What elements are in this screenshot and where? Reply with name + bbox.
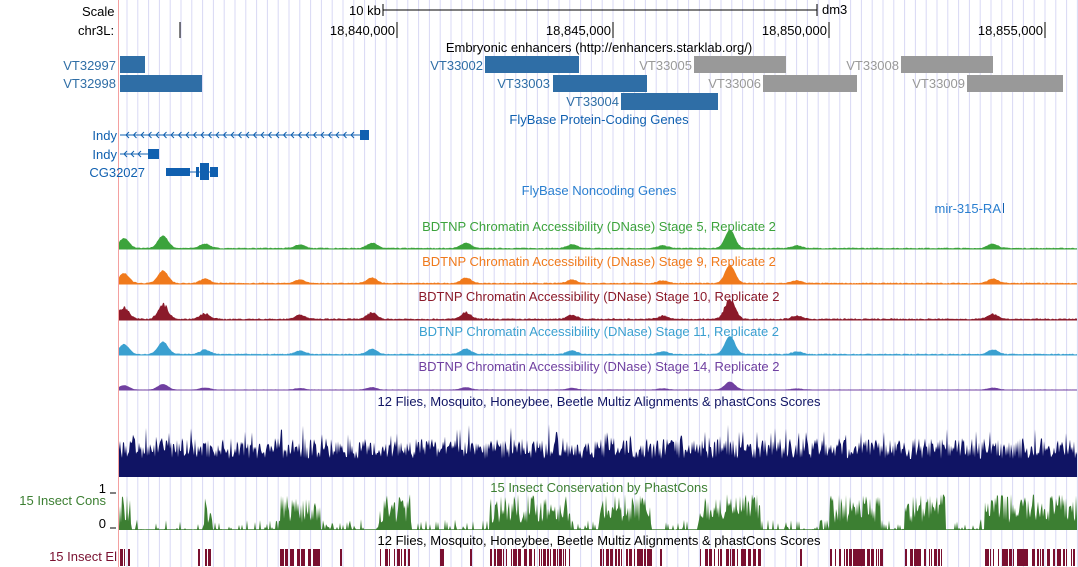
dnase-signal-1 <box>119 265 1077 285</box>
left-edge-line <box>118 0 119 567</box>
multiz-signal <box>119 424 1077 477</box>
track-title-enhancers[interactable]: Embryonic enhancers (http://enhancers.st… <box>445 40 753 55</box>
enhancer-label-vt33002[interactable]: VT33002 <box>430 58 483 73</box>
enhancer-box-vt33003 <box>553 75 647 92</box>
track-title-multiz[interactable]: 12 Flies, Mosquito, Honeybee, Beetle Mul… <box>377 394 821 409</box>
cons-axis-min: 0 <box>98 516 106 531</box>
mir-315-mark <box>1003 203 1004 213</box>
gene-exon-cg32027-a <box>166 168 190 176</box>
enhancer-box-vt33004 <box>621 93 718 110</box>
enhancer-box-vt33008 <box>901 56 993 73</box>
gene-label-cg32027[interactable]: CG32027 <box>89 165 145 180</box>
ruler-tick-label: 18,840,000 <box>329 23 395 38</box>
enhancer-label-vt32997[interactable]: VT32997 <box>63 58 116 73</box>
enhancer-label-vt32998[interactable]: VT32998 <box>63 76 116 91</box>
gene-models <box>120 130 1004 213</box>
dnase-signal-0 <box>119 230 1077 250</box>
cons-axis-max: 1 <box>98 481 106 496</box>
cons-axis <box>110 492 116 529</box>
dnase-signal-4 <box>119 381 1077 391</box>
ruler-tick-label: 18,850,000 <box>761 23 827 38</box>
track-title-dnase-stage5[interactable]: BDTNP Chromatin Accessibility (DNase) St… <box>422 219 776 234</box>
gene-label-mir-315[interactable]: mir-315-RA <box>934 201 1001 216</box>
assembly-label: dm3 <box>822 2 848 17</box>
enhancer-box-vt33002 <box>485 56 579 73</box>
gene-label-indy-2[interactable]: Indy <box>92 147 117 162</box>
gene-label-indy-1[interactable]: Indy <box>92 128 117 143</box>
track-title-dnase-stage14[interactable]: BDTNP Chromatin Accessibility (DNase) St… <box>418 359 780 374</box>
enhancer-boxes <box>120 56 1063 110</box>
enhancer-label-vt33009[interactable]: VT33009 <box>912 76 965 91</box>
ruler-ticks <box>179 22 1046 38</box>
enhancer-label-vt33003[interactable]: VT33003 <box>497 76 550 91</box>
strand-arrows-indy-1 <box>123 131 355 158</box>
track-label-cons[interactable]: 15 Insect Cons <box>19 493 106 508</box>
ruler-tick-label: 18,845,000 <box>545 23 611 38</box>
gene-exon-cg32027-c <box>200 163 209 180</box>
track-title-dnase-stage10[interactable]: BDTNP Chromatin Accessibility (DNase) St… <box>418 289 780 304</box>
dnase-signal-2 <box>119 299 1077 321</box>
enhancer-box-vt33005 <box>694 56 786 73</box>
enhancer-label-vt33006[interactable]: VT33006 <box>708 76 761 91</box>
chrom-label: chr3L: <box>78 23 115 38</box>
gene-exon-indy-1 <box>360 130 369 140</box>
scale-bar-text: 10 kb <box>349 3 381 18</box>
ruler-tick-label: 18,855,000 <box>977 23 1043 38</box>
track-title-protein-coding[interactable]: FlyBase Protein-Coding Genes <box>509 112 689 127</box>
cons-signal <box>119 494 1077 530</box>
track-title-cons[interactable]: 15 Insect Conservation by PhastCons <box>490 480 708 495</box>
enhancer-label-vt33004[interactable]: VT33004 <box>566 94 619 109</box>
gene-exon-indy-2 <box>148 149 159 159</box>
enhancer-box-vt32997 <box>120 56 145 73</box>
enhancer-box-vt32998 <box>120 75 202 92</box>
scale-label: Scale <box>82 4 115 19</box>
scale-bar <box>382 4 818 16</box>
track-title-noncoding[interactable]: FlyBase Noncoding Genes <box>521 183 677 198</box>
enhancer-label-vt33005[interactable]: VT33005 <box>639 58 692 73</box>
track-label-elements[interactable]: 15 Insect El <box>49 549 117 564</box>
enhancer-box-vt33009 <box>967 75 1063 92</box>
track-title-dnase-stage9[interactable]: BDTNP Chromatin Accessibility (DNase) St… <box>422 254 776 269</box>
gene-exon-cg32027-d <box>210 167 218 177</box>
gene-exon-cg32027-b <box>196 167 199 177</box>
dnase-signal-tracks <box>119 230 1077 391</box>
elements-signal <box>120 549 1075 566</box>
track-title-elements[interactable]: 12 Flies, Mosquito, Honeybee, Beetle Mul… <box>377 533 821 548</box>
dnase-signal-3 <box>119 336 1077 356</box>
track-title-dnase-stage11[interactable]: BDTNP Chromatin Accessibility (DNase) St… <box>418 324 780 339</box>
enhancer-box-vt33006 <box>763 75 857 92</box>
enhancer-label-vt33008[interactable]: VT33008 <box>846 58 899 73</box>
